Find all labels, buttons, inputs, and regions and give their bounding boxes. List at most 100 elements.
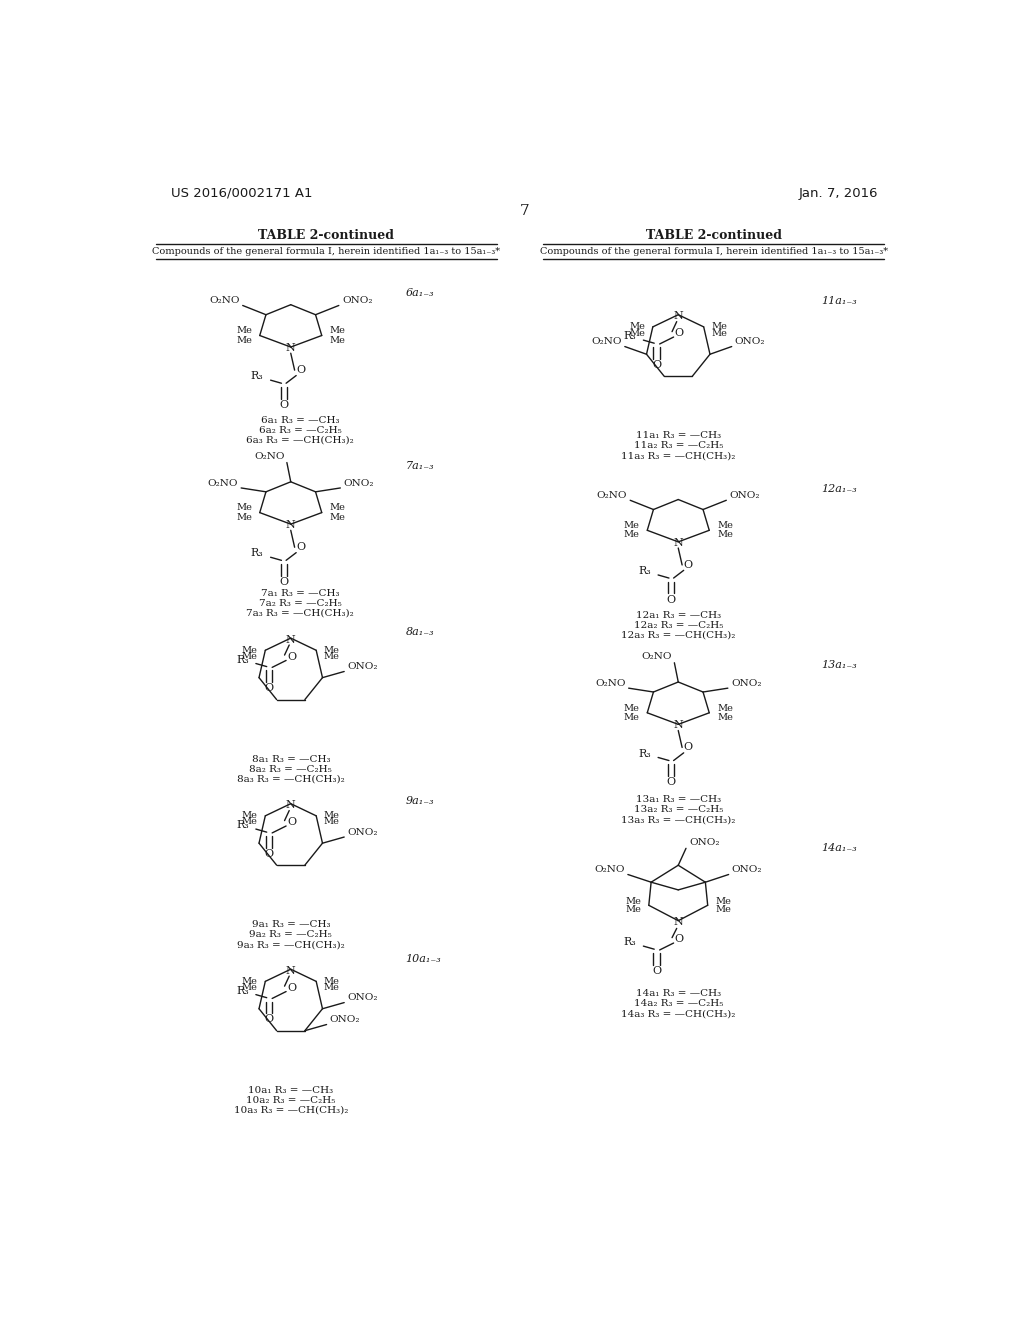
Text: ONO₂: ONO₂ [735,337,765,346]
Text: Me: Me [237,512,252,521]
Text: Me: Me [716,898,731,906]
Text: Me: Me [624,531,640,540]
Text: ONO₂: ONO₂ [330,1015,360,1024]
Text: O₂NO: O₂NO [254,451,285,461]
Text: Me: Me [237,335,252,345]
Text: Me: Me [624,521,640,531]
Text: 9a₁₋₃: 9a₁₋₃ [406,796,434,807]
Text: 10a₁₋₃: 10a₁₋₃ [406,954,441,964]
Text: R₃: R₃ [624,937,636,948]
Text: O₂NO: O₂NO [594,866,625,874]
Text: N: N [674,537,683,548]
Text: Me: Me [242,812,258,820]
Text: 9a₃ R₃ = —CH(CH₃)₂: 9a₃ R₃ = —CH(CH₃)₂ [237,940,345,949]
Text: ONO₂: ONO₂ [343,479,374,488]
Text: ONO₂: ONO₂ [689,838,720,847]
Text: Me: Me [242,817,258,826]
Text: ONO₂: ONO₂ [347,828,378,837]
Text: 6a₂ R₃ = —C₂H₅: 6a₂ R₃ = —C₂H₅ [259,426,341,434]
Text: O: O [667,777,676,787]
Text: R₃: R₃ [237,986,249,995]
Text: R₃: R₃ [638,748,651,759]
Text: O: O [667,594,676,605]
Text: Compounds of the general formula I, herein identified 1a₁₋₃ to 15a₁₋₃*: Compounds of the general formula I, here… [540,247,888,256]
Text: 13a₂ R₃ = —C₂H₅: 13a₂ R₃ = —C₂H₅ [634,805,723,814]
Text: Me: Me [324,812,340,820]
Text: TABLE 2-continued: TABLE 2-continued [646,228,782,242]
Text: Me: Me [324,645,340,655]
Text: 7a₁ R₃ = —CH₃: 7a₁ R₃ = —CH₃ [261,589,339,598]
Text: N: N [286,520,296,529]
Text: O: O [675,329,684,338]
Text: 14a₃ R₃ = —CH(CH₃)₂: 14a₃ R₃ = —CH(CH₃)₂ [622,1010,735,1018]
Text: 14a₁₋₃: 14a₁₋₃ [821,842,857,853]
Text: O: O [264,1014,273,1024]
Text: O: O [296,366,305,375]
Text: O: O [280,400,289,409]
Text: Me: Me [242,652,258,661]
Text: ONO₂: ONO₂ [731,678,762,688]
Text: 14a₂ R₃ = —C₂H₅: 14a₂ R₃ = —C₂H₅ [634,999,723,1008]
Text: Me: Me [330,335,345,345]
Text: Me: Me [629,322,645,331]
Text: O₂NO: O₂NO [595,678,626,688]
Text: N: N [674,721,683,730]
Text: O₂NO: O₂NO [591,337,622,346]
Text: 13a₃ R₃ = —CH(CH₃)₂: 13a₃ R₃ = —CH(CH₃)₂ [622,816,735,824]
Text: Me: Me [324,652,340,661]
Text: 13a₁₋₃: 13a₁₋₃ [821,660,857,671]
Text: O: O [264,849,273,859]
Text: Me: Me [716,904,731,913]
Text: 6a₁ R₃ = —CH₃: 6a₁ R₃ = —CH₃ [261,416,339,425]
Text: 8a₁ R₃ = —CH₃: 8a₁ R₃ = —CH₃ [252,755,330,763]
Text: 10a₂ R₃ = —C₂H₅: 10a₂ R₃ = —C₂H₅ [246,1096,336,1105]
Text: 12a₂ R₃ = —C₂H₅: 12a₂ R₃ = —C₂H₅ [634,620,723,630]
Text: O: O [684,560,693,570]
Text: R₃: R₃ [638,566,651,576]
Text: Me: Me [712,322,727,331]
Text: ONO₂: ONO₂ [347,994,378,1002]
Text: 11a₁₋₃: 11a₁₋₃ [821,296,857,306]
Text: Me: Me [717,704,733,713]
Text: Me: Me [624,713,640,722]
Text: Me: Me [242,645,258,655]
Text: Me: Me [242,983,258,993]
Text: O: O [287,652,296,661]
Text: 6a₁₋₃: 6a₁₋₃ [406,288,434,298]
Text: ONO₂: ONO₂ [729,491,760,500]
Text: O: O [684,742,693,752]
Text: 7: 7 [520,203,529,218]
Text: N: N [674,312,683,321]
Text: O₂NO: O₂NO [208,479,238,488]
Text: O₂NO: O₂NO [597,491,627,500]
Text: Me: Me [624,704,640,713]
Text: Me: Me [330,503,345,512]
Text: Me: Me [324,977,340,986]
Text: Compounds of the general formula I, herein identified 1a₁₋₃ to 15a₁₋₃*: Compounds of the general formula I, here… [153,247,501,256]
Text: 8a₁₋₃: 8a₁₋₃ [406,627,434,638]
Text: 8a₂ R₃ = —C₂H₅: 8a₂ R₃ = —C₂H₅ [250,764,332,774]
Text: N: N [286,635,296,644]
Text: Me: Me [330,326,345,335]
Text: O: O [652,360,662,370]
Text: O: O [652,966,662,975]
Text: 11a₁ R₃ = —CH₃: 11a₁ R₃ = —CH₃ [636,432,721,440]
Text: 7a₁₋₃: 7a₁₋₃ [406,462,434,471]
Text: O: O [296,543,305,552]
Text: Me: Me [717,713,733,722]
Text: N: N [674,917,683,927]
Text: O: O [280,577,289,587]
Text: Me: Me [717,531,733,540]
Text: Me: Me [626,904,641,913]
Text: Me: Me [242,977,258,986]
Text: 6a₃ R₃ = —CH(CH₃)₂: 6a₃ R₃ = —CH(CH₃)₂ [246,436,354,445]
Text: N: N [286,800,296,810]
Text: 12a₃ R₃ = —CH(CH₃)₂: 12a₃ R₃ = —CH(CH₃)₂ [622,631,735,639]
Text: O: O [675,935,684,944]
Text: Me: Me [330,512,345,521]
Text: O₂NO: O₂NO [209,297,240,305]
Text: O₂NO: O₂NO [642,652,672,661]
Text: N: N [286,966,296,975]
Text: US 2016/0002171 A1: US 2016/0002171 A1 [171,186,312,199]
Text: Me: Me [717,521,733,531]
